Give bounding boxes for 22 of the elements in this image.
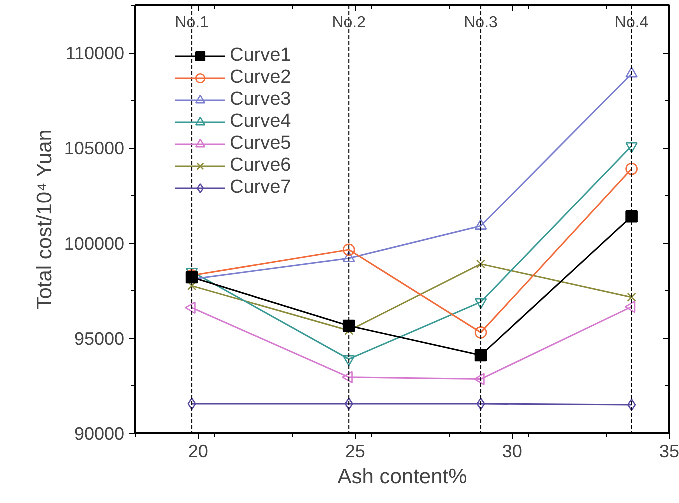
- y-axis-title: Total cost/10⁴ Yuan: [33, 130, 56, 310]
- legend-label: Curve5: [230, 133, 292, 155]
- x-tick-label: 35: [659, 442, 679, 462]
- legend-label: Curve2: [230, 67, 292, 89]
- ref-line-label: No.1: [175, 14, 210, 32]
- legend-label: Curve6: [230, 155, 292, 177]
- ref-line-label: No.2: [332, 14, 366, 32]
- y-tick-label: 110000: [66, 44, 125, 64]
- x-tick-label: 30: [502, 442, 522, 462]
- x-tick-label: 20: [188, 442, 208, 462]
- legend-label: Curve1: [230, 45, 292, 67]
- x-tick-label: 25: [345, 442, 366, 462]
- x-axis-title: Ash content%: [338, 466, 468, 488]
- legend-label: Curve4: [230, 111, 292, 133]
- legend-label: Curve3: [230, 89, 292, 111]
- legend-label: Curve7: [230, 177, 292, 199]
- y-tick-label: 105000: [64, 138, 125, 159]
- ref-line-label: No.3: [464, 14, 498, 32]
- y-tick-label: 95000: [74, 328, 125, 349]
- ref-line-label: No.4: [614, 14, 649, 32]
- y-tick-label: 100000: [64, 234, 125, 254]
- y-tick-label: 90000: [74, 424, 125, 444]
